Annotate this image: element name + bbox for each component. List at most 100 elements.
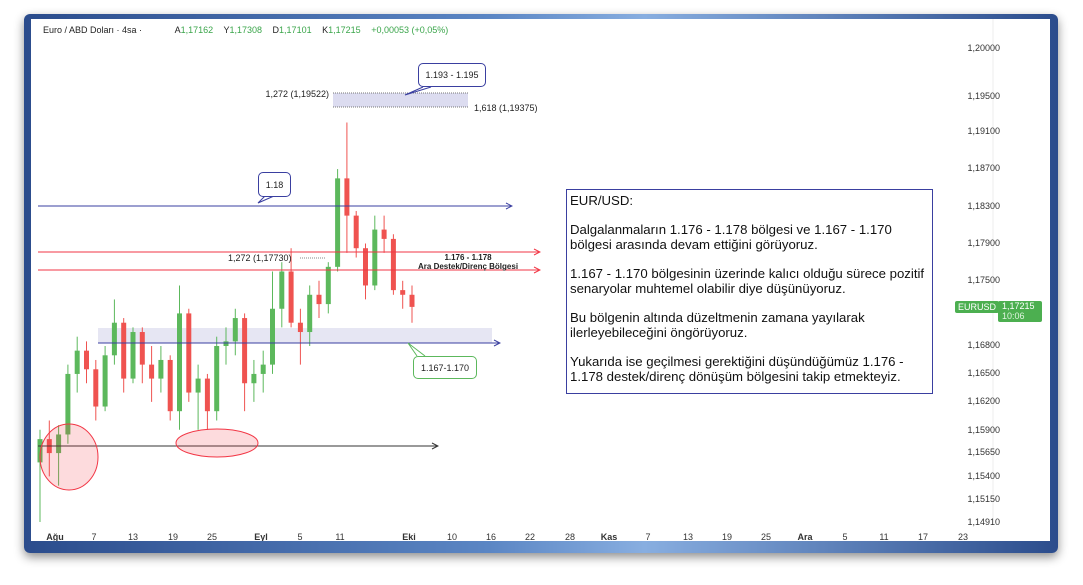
candle-body xyxy=(363,248,368,286)
candle-body xyxy=(400,290,406,295)
candle-body xyxy=(130,332,136,379)
candle xyxy=(158,345,164,393)
note-paragraph: Bu bölgenin altında düzeltmenin zamana y… xyxy=(570,310,865,340)
candle-body xyxy=(344,178,350,216)
price-chart[interactable] xyxy=(31,19,1050,541)
candle xyxy=(232,308,238,356)
candle xyxy=(102,345,108,412)
candle xyxy=(111,299,117,365)
callout-support-tail xyxy=(407,342,426,357)
candle xyxy=(307,285,313,346)
candle xyxy=(177,285,182,430)
candle-body xyxy=(111,322,117,356)
callout-top-tail xyxy=(404,86,432,96)
analysis-note: EUR/USD: Dalgalanmaların 1.176 - 1.178 b… xyxy=(566,189,933,394)
zone-subtitle: Ara Destek/Direnç Bölgesi xyxy=(418,262,519,271)
open-value: 1,17162 xyxy=(180,25,214,35)
candle xyxy=(316,280,322,319)
note-title: EUR/USD: xyxy=(570,193,634,208)
x-tick-label: Ağu xyxy=(46,532,64,541)
x-tick-label: 22 xyxy=(524,532,536,541)
candle-body xyxy=(56,434,62,454)
y-tick-label: 1,15150 xyxy=(967,494,1000,504)
x-tick-label: 25 xyxy=(206,532,218,541)
candle xyxy=(56,425,62,486)
y-tick-label: 1,16200 xyxy=(967,396,1000,406)
candle-body xyxy=(232,318,238,342)
x-tick-label: 11 xyxy=(879,532,889,541)
close-label: K xyxy=(322,25,329,35)
candle xyxy=(130,327,136,384)
x-tick-label: 23 xyxy=(957,532,969,541)
y-tick-label: 1,19100 xyxy=(967,126,1000,136)
y-tick-label: 1,20000 xyxy=(967,43,1000,53)
candle xyxy=(270,271,275,374)
candle xyxy=(37,429,43,522)
y-tick-label: 1,17900 xyxy=(967,238,1000,248)
candle-body xyxy=(279,271,285,309)
candle xyxy=(251,359,257,402)
callout-118-tail xyxy=(257,194,275,204)
candle xyxy=(149,345,155,402)
candle-body xyxy=(214,345,220,412)
close-value: 1,17215 xyxy=(328,25,361,35)
candle-body xyxy=(316,294,322,305)
candle-body xyxy=(372,229,378,286)
callout-118[interactable]: 1.18 xyxy=(258,172,291,197)
candle xyxy=(381,215,387,253)
candle-body xyxy=(195,378,201,393)
candle-body xyxy=(167,359,173,412)
x-tick-label: 11 xyxy=(335,532,345,541)
x-tick-label: 19 xyxy=(721,532,733,541)
candle-body xyxy=(307,294,313,333)
candle xyxy=(372,215,378,291)
candle-body xyxy=(186,313,192,393)
high-label: Y xyxy=(223,25,230,35)
candle-body xyxy=(158,359,164,379)
candle-body xyxy=(139,332,145,365)
bar-countdown: 10:06 xyxy=(1002,311,1025,321)
candle xyxy=(353,210,359,258)
callout-support[interactable]: 1.167-1.170 xyxy=(413,356,477,379)
candle-body xyxy=(204,378,210,412)
candle xyxy=(288,248,294,328)
candle-body xyxy=(177,313,182,412)
low-ellipse-mid xyxy=(175,428,259,458)
x-tick-label: 7 xyxy=(645,532,651,541)
low-value: 1,17101 xyxy=(279,25,312,35)
candle xyxy=(195,364,201,430)
candle xyxy=(204,373,210,430)
candle xyxy=(279,262,285,328)
candle-body xyxy=(270,308,275,365)
y-tick-label: 1,16500 xyxy=(967,368,1000,378)
candle xyxy=(390,234,396,295)
y-tick-label: 1,16800 xyxy=(967,340,1000,350)
candle-body xyxy=(65,373,71,435)
low-ellipse-left xyxy=(39,423,99,491)
candle-body xyxy=(335,178,341,267)
candle xyxy=(121,318,127,393)
candle xyxy=(335,169,341,272)
candle-body xyxy=(260,364,266,374)
candle-body xyxy=(297,322,303,333)
support-zone-band xyxy=(98,328,492,343)
candle xyxy=(93,359,99,421)
x-tick-label: 25 xyxy=(760,532,772,541)
candle xyxy=(325,262,331,314)
x-tick-label: 28 xyxy=(564,532,576,541)
high-value: 1,17308 xyxy=(229,25,263,35)
x-tick-label: 5 xyxy=(842,532,848,541)
candle-body xyxy=(353,215,359,249)
x-tick-label: 13 xyxy=(682,532,694,541)
candle-body xyxy=(149,364,155,379)
y-tick-label: 1,17500 xyxy=(967,275,1000,285)
x-tick-label: 13 xyxy=(127,532,139,541)
candle xyxy=(260,350,266,393)
x-tick-label: Eyl xyxy=(254,532,268,541)
candle xyxy=(242,313,248,412)
symbol-header: Euro / ABD Doları · 4sa · A1,17162 Y1,17… xyxy=(43,25,452,35)
y-tick-label: 1,19500 xyxy=(967,91,1000,101)
callout-top[interactable]: 1.193 - 1.195 xyxy=(418,63,486,87)
x-tick-label: 7 xyxy=(91,532,97,541)
candle xyxy=(65,364,71,444)
